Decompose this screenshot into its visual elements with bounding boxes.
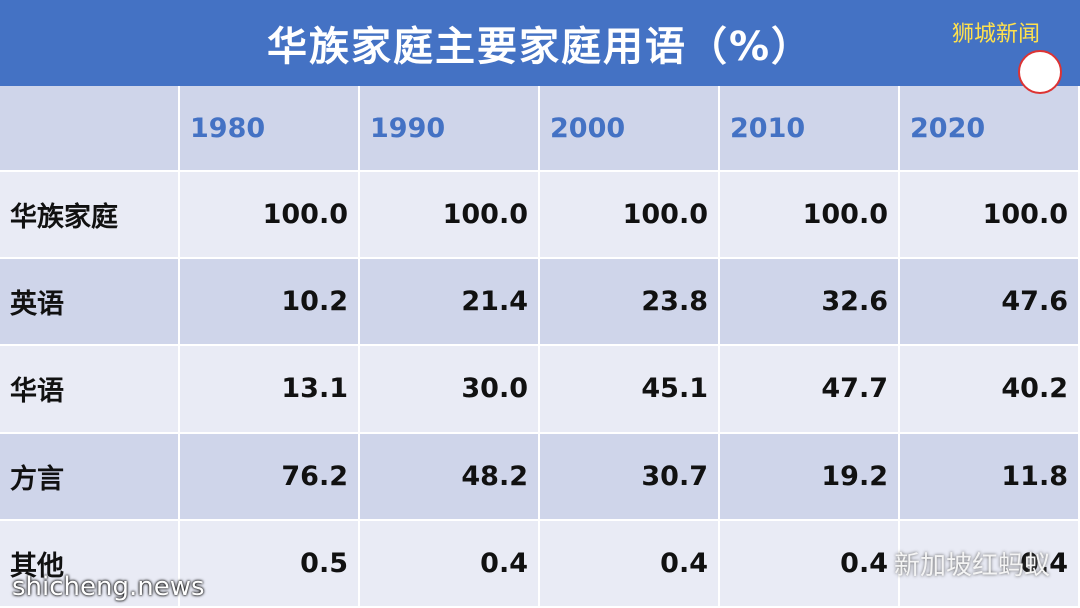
table-cell: 23.8 [540,259,720,347]
table-cell: 100.0 [720,172,900,260]
table-cell: 华族家庭 [0,172,180,260]
table-cell: 方言 [0,433,180,521]
table-cell: 0.4 [900,520,1080,608]
watermark: 狮城新闻 [951,22,1040,47]
table-cell: 0.4 [360,520,540,608]
table-cell: 其他 [0,520,180,608]
table-cell: 0.4 [720,520,900,608]
watermark: 新加坡红蚂蚁 [893,551,1050,581]
table-cell: 21.4 [360,259,540,347]
table-cell: 0.4 [540,520,720,608]
table-cell: 48.2 [360,433,540,521]
table-cell: 76.2 [180,433,360,521]
table-cell: 0.5 [180,520,360,608]
table-cell: 40.2 [900,346,1080,434]
table-cell: 47.7 [720,346,900,434]
table-cell: 华语 [0,346,180,434]
table-cell: 47.6 [900,259,1080,347]
table-corner [0,86,180,172]
table-cell: 2020 [900,86,1080,172]
table-cell: 30.0 [360,346,540,434]
table-cell: 100.0 [540,172,720,260]
watermark: shicheng.news [12,572,205,602]
table-cell: 1980 [180,86,360,172]
table-cell: 13.1 [180,346,360,434]
table-cell: 1990 [360,86,540,172]
table-cell: 100.0 [360,172,540,260]
table-cell: 100.0 [900,172,1080,260]
table-cell: 45.1 [540,346,720,434]
table-cell: 2010 [720,86,900,172]
table-cell: 100.0 [180,172,360,260]
table-cell: 19.2 [720,433,900,521]
table-cell: 10.2 [180,259,360,347]
table-cell: 30.7 [540,433,720,521]
table-cell: 32.6 [720,259,900,347]
table-cell: 2000 [540,86,720,172]
title: 华族家庭主要家庭用语（%） [0,0,1080,86]
logo [1018,50,1062,94]
table-cell: 11.8 [900,433,1080,521]
table-cell: 英语 [0,259,180,347]
